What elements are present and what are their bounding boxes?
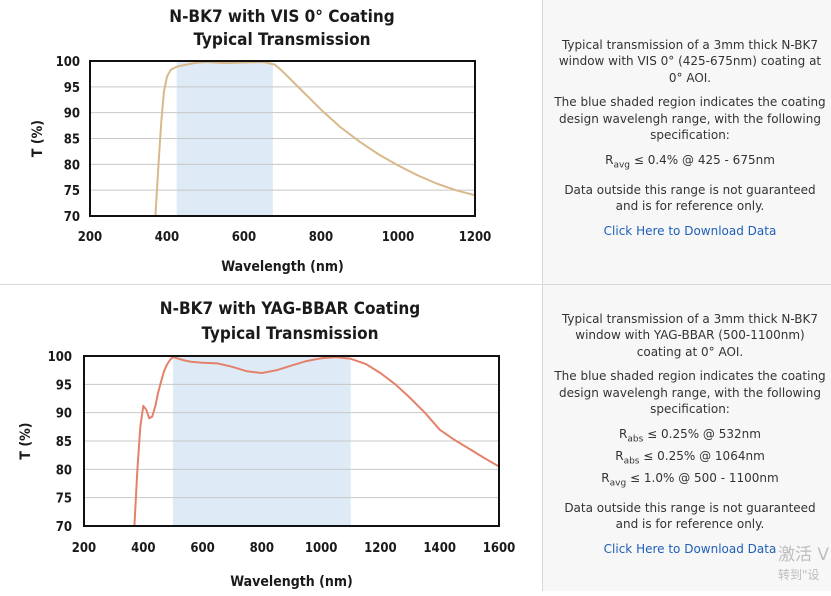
chart-cell-vis: N-BK7 with VIS 0° Coating Typical Transmi… xyxy=(0,0,543,284)
spec-line: Ravg ≤ 1.0% @ 500 - 1100nm xyxy=(553,470,827,492)
spec-value: ≤ 0.25% @ 532nm xyxy=(643,426,761,441)
y-tick-label: 90 xyxy=(64,107,80,122)
x-tick-label: 600 xyxy=(232,230,256,245)
y-axis-label: T (%) xyxy=(30,120,46,157)
y-axis-label: T (%) xyxy=(18,422,34,459)
description-panel-yag: Typical transmission of a 3mm thick N-BK… xyxy=(543,285,831,591)
spec-list: Ravg ≤ 0.4% @ 425 - 675nm xyxy=(553,152,827,174)
y-tick-label: 95 xyxy=(64,81,80,96)
spec-symbol: R xyxy=(619,426,628,441)
spec-value: ≤ 0.25% @ 1064nm xyxy=(639,448,765,463)
spec-subscript: abs xyxy=(623,456,640,467)
plot-frame xyxy=(89,60,476,217)
watermark-text: 激活 V xyxy=(778,545,830,565)
download-data-link[interactable]: Click Here to Download Data xyxy=(603,223,777,238)
y-tick-label: 90 xyxy=(56,407,72,422)
spec-symbol: R xyxy=(615,448,624,463)
spec-symbol: R xyxy=(605,152,614,167)
description-text: Typical transmission of a 3mm thick N-BK… xyxy=(561,311,819,359)
description-panel-vis: Typical transmission of a 3mm thick N-BK… xyxy=(543,0,831,284)
spec-subscript: avg xyxy=(613,160,631,171)
spec-subscript: avg xyxy=(609,478,627,489)
x-tick-label: 1600 xyxy=(483,541,516,556)
x-axis-label: Wavelength (nm) xyxy=(230,574,352,590)
chart-yag-bbar-coating: N-BK7 with YAG-BBAR Coating Typical Trans… xyxy=(18,299,516,590)
chart-row-yag: N-BK7 with YAG-BBAR Coating Typical Trans… xyxy=(0,284,831,591)
x-tick-label: 1200 xyxy=(459,230,492,245)
y-tick-label: 85 xyxy=(64,133,80,148)
spec-value: ≤ 0.4% @ 425 - 675nm xyxy=(630,152,775,167)
x-tick-label: 800 xyxy=(250,541,274,556)
y-tick-label: 85 xyxy=(56,435,72,450)
x-tick-label: 1000 xyxy=(305,541,338,556)
transmission-series-line xyxy=(154,61,475,216)
plot-frame xyxy=(83,355,500,527)
chart-title: N-BK7 with VIS 0° Coating xyxy=(169,7,394,27)
region-note: The blue shaded region indicates the coa… xyxy=(554,369,826,417)
x-tick-label: 200 xyxy=(78,230,102,245)
y-tick-label: 80 xyxy=(56,463,72,478)
transmission-series-line xyxy=(133,356,499,526)
x-tick-label: 800 xyxy=(309,230,333,245)
description-text: Typical transmission of a 3mm thick N-BK… xyxy=(558,37,822,85)
spec-line: Rabs ≤ 0.25% @ 532nm xyxy=(553,426,827,448)
x-tick-label: 1000 xyxy=(382,230,415,245)
disclaimer: Data outside this range is not guarantee… xyxy=(564,182,816,214)
spec-value: ≤ 1.0% @ 500 - 1100nm xyxy=(626,470,779,485)
spec-list: Rabs ≤ 0.25% @ 532nm Rabs ≤ 0.25% @ 1064n… xyxy=(553,426,827,492)
x-tick-label: 200 xyxy=(72,541,96,556)
spec-symbol: R xyxy=(601,470,610,485)
spec-line: Rabs ≤ 0.25% @ 1064nm xyxy=(553,448,827,470)
x-axis-label: Wavelength (nm) xyxy=(221,259,343,275)
x-tick-label: 400 xyxy=(155,230,179,245)
spec-line: Ravg ≤ 0.4% @ 425 - 675nm xyxy=(553,152,827,174)
chart-vis-coating: N-BK7 with VIS 0° Coating Typical Transmi… xyxy=(30,7,492,275)
chart-cell-yag: N-BK7 with YAG-BBAR Coating Typical Trans… xyxy=(0,285,543,591)
y-tick-label: 100 xyxy=(56,55,80,70)
y-tick-label: 75 xyxy=(56,492,72,507)
x-tick-label: 600 xyxy=(190,541,214,556)
disclaimer: Data outside this range is not guarantee… xyxy=(564,500,816,532)
watermark-subtext: 转到"设 xyxy=(778,568,820,582)
spec-subscript: abs xyxy=(627,434,644,445)
y-tick-label: 70 xyxy=(64,210,80,225)
chart-subtitle: Typical Transmission xyxy=(194,30,371,50)
download-data-link[interactable]: Click Here to Download Data xyxy=(603,541,777,556)
x-tick-label: 1200 xyxy=(364,541,397,556)
region-note: The blue shaded region indicates the coa… xyxy=(554,95,826,143)
y-tick-label: 70 xyxy=(56,520,72,535)
y-tick-label: 95 xyxy=(56,378,72,393)
y-tick-label: 100 xyxy=(48,350,72,365)
x-tick-label: 400 xyxy=(131,541,155,556)
y-tick-label: 80 xyxy=(64,158,80,173)
chart-title: N-BK7 with YAG-BBAR Coating xyxy=(160,299,420,319)
y-tick-label: 75 xyxy=(64,184,80,199)
chart-row-vis: N-BK7 with VIS 0° Coating Typical Transmi… xyxy=(0,0,831,284)
x-tick-label: 1400 xyxy=(423,541,456,556)
chart-subtitle: Typical Transmission xyxy=(202,324,379,344)
